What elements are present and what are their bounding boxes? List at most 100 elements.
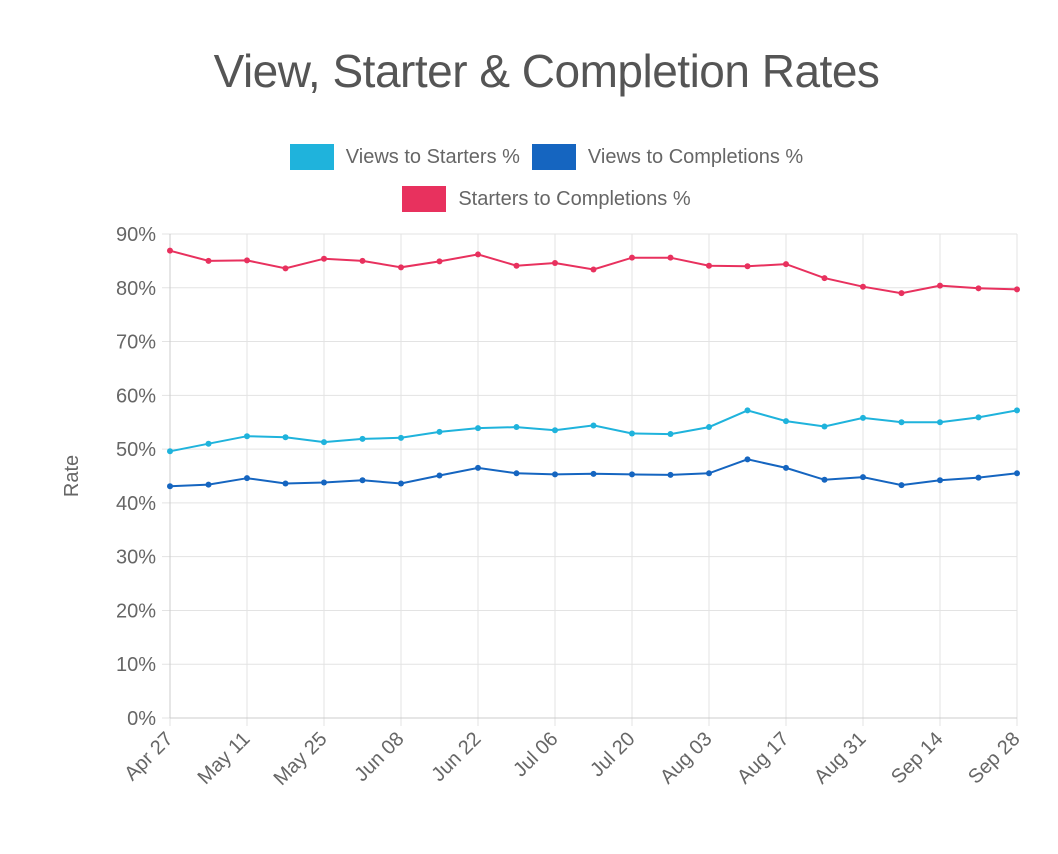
y-tick-label: 50% (116, 439, 156, 461)
y-tick-label: 30% (116, 547, 156, 569)
data-point-series-1 (205, 481, 212, 488)
data-point-series-1 (359, 477, 366, 484)
y-tick-label: 60% (116, 385, 156, 407)
data-point-series-2 (1014, 286, 1020, 293)
data-point-series-2 (552, 260, 558, 267)
data-point-series-0 (1014, 407, 1020, 414)
data-point-series-2 (898, 290, 905, 297)
data-point-series-1 (783, 464, 789, 471)
data-point-series-1 (398, 480, 404, 487)
data-point-series-0 (475, 425, 481, 432)
legend-item-starters-to-completions[interactable]: Starters to Completions % (402, 186, 691, 212)
x-tick-label: Apr 27 (120, 728, 177, 785)
data-point-series-1 (282, 480, 289, 487)
legend-row: Views to Starters % Views to Completions… (0, 144, 1058, 170)
data-point-series-1 (629, 471, 635, 478)
data-point-series-0 (975, 414, 982, 421)
data-point-series-2 (783, 261, 789, 268)
data-point-series-0 (436, 428, 443, 435)
data-point-series-1 (513, 470, 520, 477)
data-point-series-2 (244, 257, 250, 264)
legend-swatch-views-to-completions (531, 144, 576, 170)
data-point-series-1 (821, 476, 828, 483)
legend-label-starters-to-completions: Starters to Completions % (458, 187, 691, 210)
data-point-series-0 (552, 427, 558, 434)
legend-item-views-to-completions[interactable]: Views to Completions % (531, 144, 804, 170)
x-tick-label: Jun 08 (351, 728, 409, 786)
x-tick-label: May 11 (194, 728, 255, 789)
data-point-series-1 (706, 470, 712, 477)
data-point-series-2 (860, 283, 866, 290)
data-point-series-0 (821, 423, 828, 430)
data-point-series-1 (167, 483, 173, 490)
data-point-series-0 (629, 430, 635, 437)
y-tick-label: 0% (127, 708, 156, 730)
legend-label-views-to-completions: Views to Completions % (587, 145, 804, 168)
data-point-series-0 (244, 433, 250, 440)
data-point-series-0 (898, 419, 905, 426)
data-point-series-0 (860, 414, 866, 421)
data-point-series-2 (359, 257, 366, 264)
data-point-series-0 (667, 431, 674, 438)
data-point-series-0 (321, 439, 327, 446)
data-point-series-2 (513, 262, 520, 269)
data-point-series-1 (244, 475, 250, 482)
y-tick-label: 40% (116, 493, 156, 515)
data-point-series-1 (860, 474, 866, 481)
data-point-series-2 (821, 275, 828, 282)
data-point-series-0 (783, 418, 789, 425)
legend-label-views-to-starters: Views to Starters % (345, 145, 520, 168)
data-point-series-2 (167, 247, 173, 254)
data-point-series-0 (282, 434, 289, 441)
data-point-series-1 (1014, 470, 1020, 477)
data-point-series-1 (937, 477, 943, 484)
x-tick-label: Sep 28 (964, 728, 1024, 788)
y-tick-label: 80% (116, 278, 156, 300)
data-point-series-1 (975, 474, 982, 481)
legend-item-views-to-starters[interactable]: Views to Starters % (289, 144, 520, 170)
data-point-series-0 (937, 419, 943, 426)
data-point-series-2 (205, 257, 212, 264)
data-point-series-0 (590, 422, 597, 429)
data-point-series-0 (359, 435, 366, 442)
data-point-series-0 (706, 424, 712, 431)
data-point-series-2 (937, 282, 943, 289)
data-point-series-2 (744, 263, 751, 270)
data-point-series-1 (744, 456, 751, 463)
data-point-series-0 (744, 407, 751, 414)
data-point-series-0 (513, 424, 520, 431)
y-tick-label: 10% (116, 654, 156, 676)
data-point-series-2 (590, 266, 597, 273)
data-point-series-2 (436, 258, 443, 265)
y-tick-label: 70% (116, 332, 156, 354)
legend-swatch-starters-to-completions (402, 186, 447, 212)
data-point-series-1 (436, 472, 443, 479)
legend-swatch-views-to-starters (289, 144, 334, 170)
data-point-series-2 (282, 265, 289, 272)
data-point-series-2 (629, 254, 635, 261)
data-point-series-1 (898, 482, 905, 489)
x-tick-label: Aug 17 (733, 728, 793, 788)
data-point-series-0 (398, 434, 404, 441)
data-point-series-2 (975, 285, 982, 292)
data-point-series-1 (552, 471, 558, 478)
y-axis-title: Rate (61, 455, 83, 497)
x-tick-label: Aug 03 (656, 728, 716, 788)
data-point-series-2 (667, 254, 674, 261)
data-point-series-0 (205, 440, 212, 447)
x-tick-label: Jul 06 (509, 728, 562, 781)
y-tick-label: 90% (116, 224, 156, 246)
y-tick-label: 20% (116, 600, 156, 622)
data-point-series-1 (667, 471, 674, 478)
chart-title: View, Starter & Completion Rates (213, 45, 880, 97)
x-tick-label: May 25 (270, 728, 332, 790)
x-tick-label: Sep 14 (887, 728, 947, 788)
data-point-series-2 (706, 262, 712, 269)
legend-row: Starters to Completions % (0, 186, 1058, 212)
data-point-series-2 (475, 251, 481, 258)
data-point-series-2 (321, 255, 327, 262)
data-point-series-0 (167, 448, 173, 455)
data-point-series-1 (321, 479, 327, 486)
